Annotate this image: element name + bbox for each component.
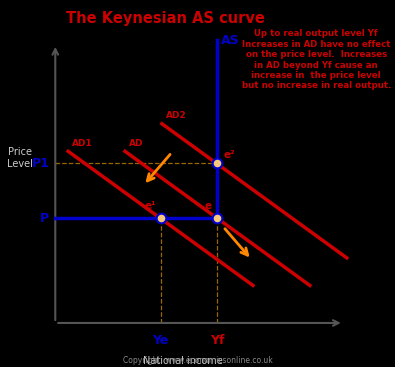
Text: Up to real output level Yf
Increases in AD have no effect
on the price level.  I: Up to real output level Yf Increases in … <box>242 29 391 90</box>
Text: Yf: Yf <box>210 334 225 347</box>
Text: e: e <box>204 201 211 211</box>
Text: P1: P1 <box>32 157 49 170</box>
Text: AD2: AD2 <box>166 111 187 120</box>
Text: P: P <box>40 212 49 225</box>
Text: The Keynesian AS curve: The Keynesian AS curve <box>66 11 265 26</box>
Text: AD1: AD1 <box>72 139 93 148</box>
Text: Price
Level: Price Level <box>7 147 33 168</box>
Text: e²: e² <box>223 150 235 160</box>
Text: Ye: Ye <box>152 334 169 347</box>
Text: Copyright: www.economicsonline.co.uk: Copyright: www.economicsonline.co.uk <box>122 356 273 365</box>
Text: National income
(real GDP): National income (real GDP) <box>143 356 223 367</box>
Text: e¹: e¹ <box>145 201 156 211</box>
Text: AD: AD <box>129 139 143 148</box>
Text: AS: AS <box>221 34 240 47</box>
